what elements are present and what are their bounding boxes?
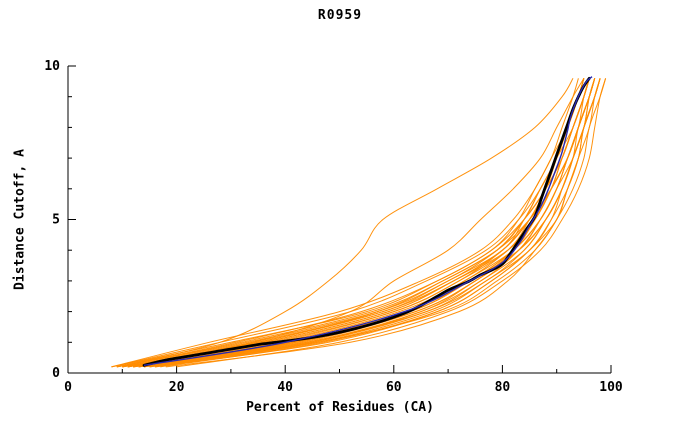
- reference-curve: [143, 76, 593, 367]
- model-curve: [127, 78, 596, 368]
- model-curve: [127, 78, 596, 368]
- model-curve: [122, 78, 596, 368]
- y-tick-label: 5: [52, 213, 60, 228]
- x-tick-label: 20: [169, 380, 185, 395]
- chart-title: R0959: [317, 8, 363, 23]
- x-axis-label: Percent of Residues (CA): [246, 400, 434, 415]
- model-curve: [143, 78, 607, 368]
- model-curve: [127, 78, 585, 368]
- model-curve: [116, 78, 590, 368]
- x-tick-label: 80: [495, 380, 511, 395]
- model-curve: [111, 78, 579, 368]
- model-curve: [116, 78, 574, 368]
- x-tick-label: 0: [64, 380, 72, 395]
- model-curve: [122, 78, 590, 368]
- y-tick-label: 10: [44, 59, 60, 74]
- x-tick-label: 60: [386, 380, 402, 395]
- x-tick-label: 40: [277, 380, 293, 395]
- y-tick-label: 0: [52, 366, 60, 381]
- model-curve: [176, 78, 607, 368]
- x-tick-label: 100: [599, 380, 623, 395]
